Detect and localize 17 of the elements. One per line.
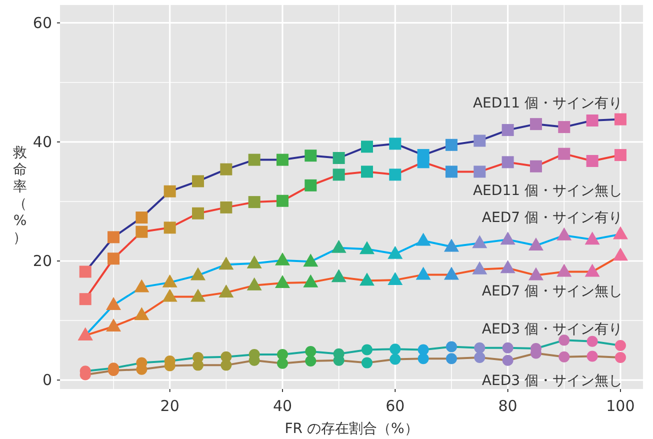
series-label: AED3 個・サイン無し	[482, 373, 622, 389]
y-tick-label: 0	[42, 371, 52, 390]
y-axis-title: 救命率（%）	[12, 145, 27, 246]
series-label: AED11 個・サイン有り	[473, 95, 622, 112]
x-tick-label: 40	[272, 397, 292, 415]
x-tick-label: 80	[498, 397, 518, 415]
series-label: AED11 個・サイン無し	[473, 183, 622, 200]
series-label: AED7 個・サイン無し	[482, 284, 622, 300]
y-tick-label: 40	[32, 132, 52, 151]
series-label: AED3 個・サイン有り	[482, 322, 622, 338]
x-tick-label: 20	[160, 397, 180, 415]
y-tick-label: 20	[32, 252, 52, 270]
x-axis-title: FR の存在割合（%）	[284, 421, 418, 437]
x-tick-label: 100	[606, 397, 635, 415]
series-label: AED7 個・サイン有り	[482, 210, 622, 226]
x-tick-label: 60	[386, 397, 405, 415]
y-tick-label: 60	[32, 14, 52, 32]
